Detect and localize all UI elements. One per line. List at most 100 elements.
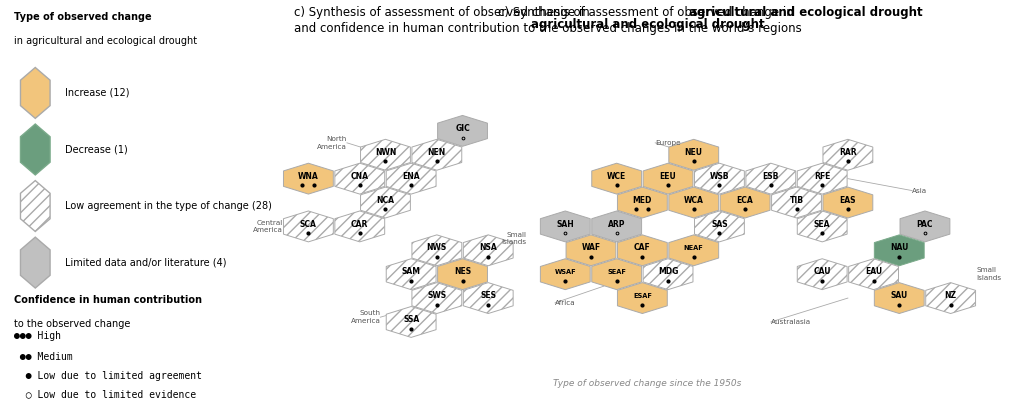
Polygon shape [412,283,462,314]
Polygon shape [694,163,744,194]
Text: ECA: ECA [736,196,754,205]
Polygon shape [643,163,693,194]
Text: ARP: ARP [608,219,626,229]
Polygon shape [874,283,925,314]
Text: NSA: NSA [479,244,497,252]
Text: Decrease (1): Decrease (1) [66,145,128,154]
Text: agricultural and ecological drought: agricultural and ecological drought [689,6,923,19]
Text: CAU: CAU [813,267,830,276]
Polygon shape [566,235,615,266]
Polygon shape [437,259,487,290]
Text: ● Low due to limited agreement: ● Low due to limited agreement [13,370,202,381]
Text: NAU: NAU [890,244,908,252]
Polygon shape [669,235,719,266]
Text: WSB: WSB [710,172,729,181]
Polygon shape [617,187,668,218]
Text: SEA: SEA [814,219,830,229]
Text: ESAF: ESAF [633,292,652,299]
Text: CAR: CAR [351,219,369,229]
Polygon shape [284,163,333,194]
Text: Confidence in human contribution: Confidence in human contribution [13,295,202,305]
Text: MDG: MDG [657,267,678,276]
Text: NEU: NEU [685,148,702,157]
Text: NEN: NEN [428,148,446,157]
Text: c) Synthesis of assessment of observed change in: c) Synthesis of assessment of observed c… [294,6,594,19]
Polygon shape [823,139,872,170]
Polygon shape [541,211,590,242]
Polygon shape [463,283,513,314]
Text: WCA: WCA [684,196,703,205]
Text: WAF: WAF [582,244,600,252]
Polygon shape [669,187,719,218]
Text: PAC: PAC [916,219,933,229]
Text: Central
America: Central America [253,220,283,233]
Polygon shape [643,259,693,290]
Polygon shape [694,211,744,242]
Text: Australasia: Australasia [771,319,811,325]
Text: MED: MED [633,196,652,205]
Text: North
America: North America [317,136,347,149]
Text: EEU: EEU [659,172,677,181]
Text: NCA: NCA [377,196,394,205]
Polygon shape [360,139,411,170]
Polygon shape [849,259,898,290]
Polygon shape [412,139,462,170]
Text: agricultural and ecological drought: agricultural and ecological drought [530,18,765,31]
Polygon shape [386,163,436,194]
Text: SCA: SCA [300,219,316,229]
Polygon shape [745,163,796,194]
Text: ●● Medium: ●● Medium [13,351,73,362]
Polygon shape [20,181,50,231]
Text: Type of observed change since the 1950s: Type of observed change since the 1950s [554,379,741,388]
Text: SWS: SWS [427,291,446,300]
Polygon shape [720,187,770,218]
Polygon shape [592,259,642,290]
Text: GIC: GIC [455,124,470,133]
Text: SES: SES [480,291,497,300]
Text: Increase (12): Increase (12) [66,88,130,98]
Polygon shape [798,259,847,290]
Text: EAS: EAS [840,196,856,205]
Polygon shape [463,235,513,266]
Text: EAU: EAU [865,267,882,276]
Text: WCE: WCE [607,172,627,181]
Text: Africa: Africa [555,300,575,306]
Polygon shape [771,187,821,218]
Text: NEAF: NEAF [684,245,703,251]
Text: ●●● High: ●●● High [13,331,60,341]
Polygon shape [386,307,436,337]
Text: SAM: SAM [401,267,421,276]
Polygon shape [592,211,642,242]
Text: RFE: RFE [814,172,830,181]
Polygon shape [284,211,333,242]
Text: Small
Islands: Small Islands [976,267,1001,281]
Text: in agricultural and ecological drought: in agricultural and ecological drought [13,36,197,46]
Text: Europe: Europe [655,140,681,146]
Text: CAF: CAF [634,244,650,252]
Polygon shape [874,235,925,266]
Text: to the observed change: to the observed change [13,319,130,329]
Text: NWN: NWN [375,148,396,157]
Polygon shape [386,259,436,290]
Text: Asia: Asia [912,187,928,194]
Text: NES: NES [454,267,471,276]
Polygon shape [823,187,872,218]
Polygon shape [360,187,411,218]
Text: CNA: CNA [351,172,369,181]
Text: and confidence in human contribution to the observed changes in the world’s regi: and confidence in human contribution to … [294,22,802,35]
Text: SEAF: SEAF [607,269,626,275]
Polygon shape [900,211,950,242]
Text: WNA: WNA [298,172,318,181]
Text: WSAF: WSAF [554,269,577,275]
Polygon shape [412,235,462,266]
Text: SAU: SAU [891,291,908,300]
Polygon shape [926,283,976,314]
Text: NWS: NWS [427,244,446,252]
Polygon shape [617,283,668,314]
Polygon shape [335,211,385,242]
Polygon shape [592,163,642,194]
Polygon shape [541,259,590,290]
Polygon shape [20,237,50,288]
Text: Type of observed change: Type of observed change [13,12,152,22]
Text: TIB: TIB [790,196,804,205]
